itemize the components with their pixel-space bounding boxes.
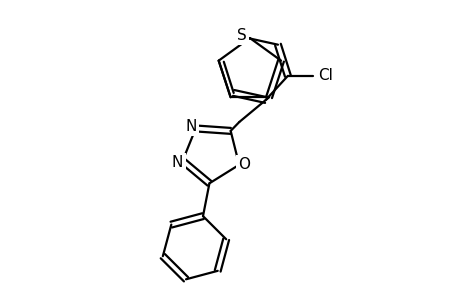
Text: Cl: Cl [318, 68, 332, 83]
Text: N: N [185, 119, 196, 134]
Text: S: S [236, 28, 246, 43]
Text: O: O [238, 157, 250, 172]
Text: N: N [172, 155, 183, 170]
